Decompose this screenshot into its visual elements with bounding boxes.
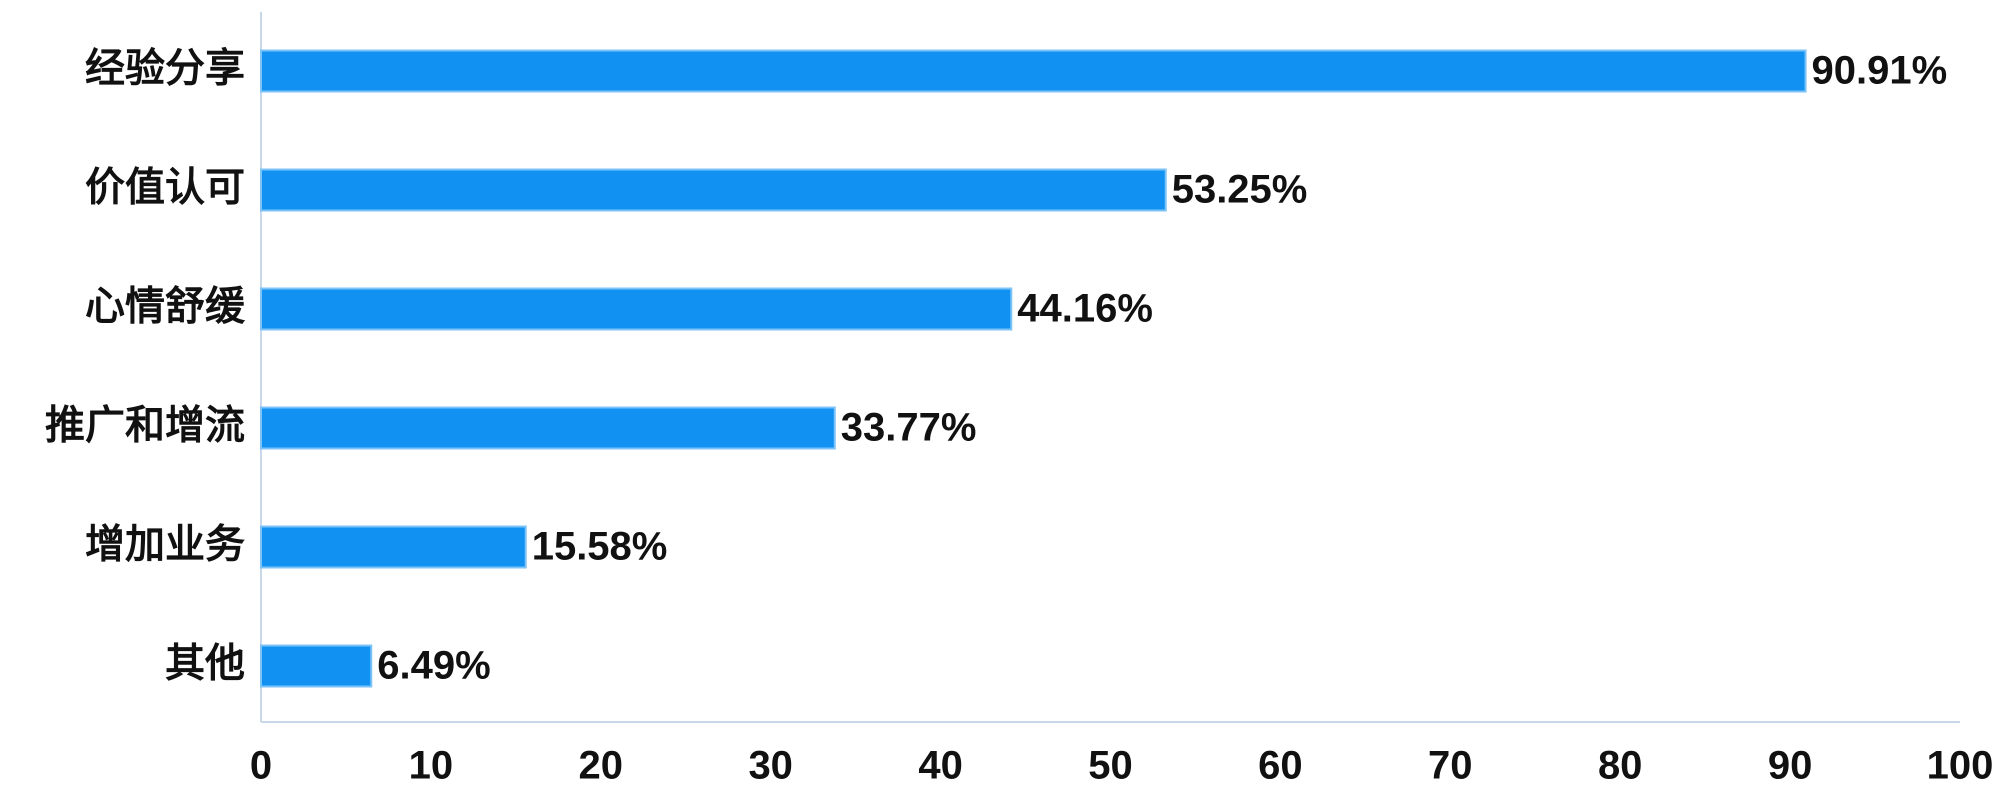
x-tick-label: 90 xyxy=(1768,744,1813,788)
value-label: 53.25% xyxy=(1172,168,1308,212)
value-label: 44.16% xyxy=(1017,287,1153,331)
x-tick-label: 80 xyxy=(1598,744,1643,788)
x-tick-label: 40 xyxy=(918,744,963,788)
category-label: 推广和增流 xyxy=(45,404,245,448)
value-label: 6.49% xyxy=(377,644,490,688)
x-tick-label: 100 xyxy=(1927,744,1994,788)
value-label: 33.77% xyxy=(841,406,977,450)
x-tick-label: 20 xyxy=(579,744,624,788)
bar xyxy=(260,406,836,450)
value-label: 90.91% xyxy=(1812,49,1948,93)
x-tick-label: 50 xyxy=(1088,744,1133,788)
category-label: 经验分享 xyxy=(85,47,245,91)
x-tick-label: 0 xyxy=(250,744,272,788)
category-label: 其他 xyxy=(165,642,245,686)
bar xyxy=(260,287,1013,331)
value-label: 15.58% xyxy=(532,525,668,569)
x-tick-label: 70 xyxy=(1428,744,1473,788)
bar xyxy=(260,49,1807,93)
x-tick-label: 60 xyxy=(1258,744,1303,788)
x-tick-label: 30 xyxy=(748,744,793,788)
x-tick-label: 10 xyxy=(409,744,454,788)
category-label: 心情舒缓 xyxy=(85,285,246,329)
category-label: 增加业务 xyxy=(85,523,245,567)
bar xyxy=(260,168,1167,212)
category-label: 价值认可 xyxy=(85,166,245,210)
bar xyxy=(260,644,373,688)
bar xyxy=(260,525,527,569)
